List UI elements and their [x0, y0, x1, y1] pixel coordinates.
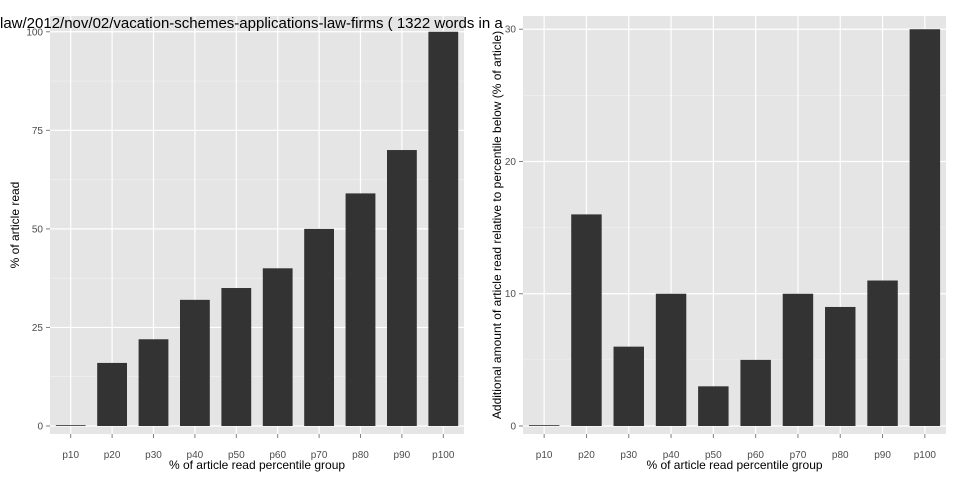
- bar-p60: [740, 359, 771, 426]
- bar-p80: [825, 306, 856, 426]
- bar-p50: [698, 386, 729, 426]
- x-tick-label: p70: [311, 450, 328, 461]
- bar-p70: [782, 293, 814, 426]
- bar-p10: [55, 425, 86, 426]
- bar-p10: [528, 425, 560, 426]
- y-tick-label: 100: [26, 27, 43, 38]
- x-tick-label: p20: [104, 450, 121, 461]
- y-tick-label: 10: [505, 289, 517, 300]
- bar-p50: [221, 288, 252, 426]
- bar-p40: [179, 299, 210, 426]
- x-axis-ticks: p10 p20 p30 p40 p50 p60 p70 p80 p90 p100: [62, 434, 455, 461]
- bar-p60: [262, 268, 293, 426]
- bar-p20: [97, 362, 128, 426]
- bar-p30: [138, 339, 169, 426]
- x-tick-label: p10: [536, 450, 553, 461]
- bar-p90: [867, 280, 898, 426]
- x-tick-label: p40: [187, 450, 204, 461]
- x-tick-label: p30: [620, 450, 637, 461]
- bar-p30: [613, 346, 644, 426]
- x-axis-ticks: p10 p20 p30 p40 p50 p60 p70 p80 p90 p100: [536, 434, 937, 461]
- x-tick-label: p70: [790, 450, 807, 461]
- y-tick-label: 0: [37, 422, 43, 433]
- bar-p20: [571, 214, 602, 426]
- x-tick-label: p10: [62, 450, 79, 461]
- y-tick-label: 25: [32, 323, 44, 334]
- x-tick-label: p40: [663, 450, 680, 461]
- x-tick-label: p50: [705, 450, 722, 461]
- y-tick-label: 30: [505, 25, 517, 36]
- y-tick-label: 75: [32, 126, 44, 137]
- x-tick-label: p100: [432, 450, 455, 461]
- x-tick-label: p50: [228, 450, 245, 461]
- x-tick-label: p60: [269, 450, 286, 461]
- x-tick-label: p80: [352, 450, 369, 461]
- x-axis-label: % of article read percentile group: [169, 458, 345, 472]
- bar-p80: [345, 193, 376, 426]
- bar-p90: [386, 150, 417, 427]
- y-tick-label: 20: [505, 157, 517, 168]
- bar-p70: [304, 228, 335, 426]
- y-axis-ticks: 0 25 50 75 100: [26, 27, 50, 433]
- bar-p100: [909, 29, 941, 427]
- y-axis-label: Additional amount of article read relati…: [490, 31, 504, 419]
- x-tick-label: p30: [145, 450, 162, 461]
- chart-title: law/2012/nov/02/vacation-schemes-applica…: [0, 15, 503, 32]
- y-tick-label: 0: [510, 422, 516, 433]
- y-tick-label: 50: [32, 224, 44, 235]
- x-tick-label: p60: [747, 450, 764, 461]
- bars: [528, 29, 941, 427]
- y-axis-label: % of article read: [8, 182, 22, 269]
- x-tick-label: p80: [832, 450, 849, 461]
- x-tick-label: p20: [578, 450, 595, 461]
- x-axis-label: % of article read percentile group: [646, 458, 822, 472]
- x-tick-label: p90: [394, 450, 411, 461]
- bar-p40: [655, 293, 687, 426]
- y-axis-ticks: 0 10 20 30: [505, 25, 523, 433]
- bar-p100: [428, 31, 459, 427]
- x-tick-label: p100: [914, 450, 937, 461]
- bars: [55, 31, 459, 427]
- x-tick-label: p90: [874, 450, 891, 461]
